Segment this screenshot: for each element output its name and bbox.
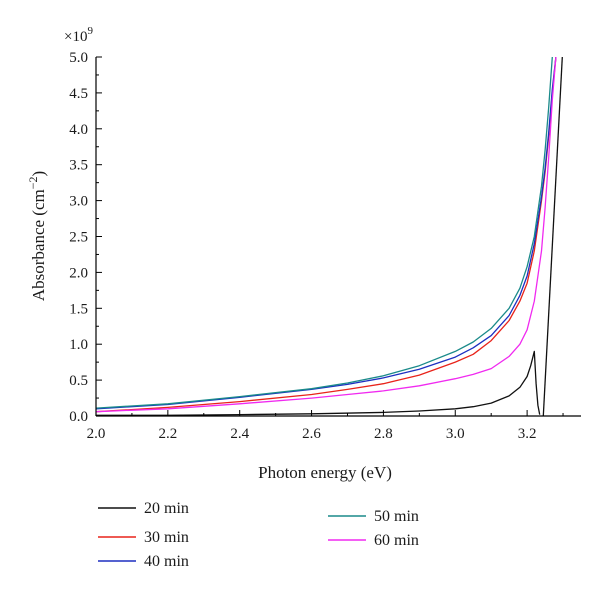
y-tick-label: 4.5 (69, 86, 88, 102)
y-tick-label: 3.5 (69, 158, 88, 174)
x-tick-label: 2.4 (230, 426, 249, 442)
legend-label-50-min: 50 min (374, 508, 419, 525)
y-tick-label: 5.0 (69, 50, 88, 66)
axes: 2.0 2.2 2.4 2.6 2.8 3.0 3.2 0.0 0.5 1.0 1.5 2.0 2.5 3… (69, 50, 581, 442)
legend-label-40-min: 40 min (144, 553, 189, 570)
x-tick-label: 2.6 (302, 426, 321, 442)
y-tick-label: 1.5 (69, 301, 88, 317)
x-tick-label: 2.0 (87, 426, 106, 442)
series-line-20-min (96, 350, 541, 416)
x-axis-title: Photon energy (eV) (258, 463, 392, 482)
series-line-60-min (96, 57, 557, 413)
y-tick-label: 0.0 (69, 409, 88, 425)
x-tick-label: 3.0 (446, 426, 465, 442)
y-tick-label: 2.5 (69, 230, 88, 246)
y-axis-title: Absorbance (cm−2) (26, 171, 48, 301)
y-tick-label: 4.0 (69, 122, 88, 138)
series-line-30-min (96, 57, 557, 413)
plot-area (96, 57, 563, 416)
y-tick-label: 2.0 (69, 265, 88, 281)
series-line-40-min (96, 57, 557, 410)
legend-label-20-min: 20 min (144, 500, 189, 517)
y-tick-label: 3.0 (69, 194, 88, 210)
y-axis-multiplier: ×109 (64, 25, 93, 45)
x-tick-label: 3.2 (518, 426, 537, 442)
y-tick-label: 1.0 (69, 337, 88, 353)
legend-label-30-min: 30 min (144, 529, 189, 546)
legend: 20 min 30 min 40 min 50 min 60 min (98, 500, 419, 570)
legend-label-60-min: 60 min (374, 532, 419, 549)
y-tick-label: 0.5 (69, 373, 88, 389)
series-line-50-min (96, 57, 553, 409)
x-tick-label: 2.8 (374, 426, 393, 442)
tangent-line (542, 57, 563, 416)
x-tick-label: 2.2 (158, 426, 177, 442)
